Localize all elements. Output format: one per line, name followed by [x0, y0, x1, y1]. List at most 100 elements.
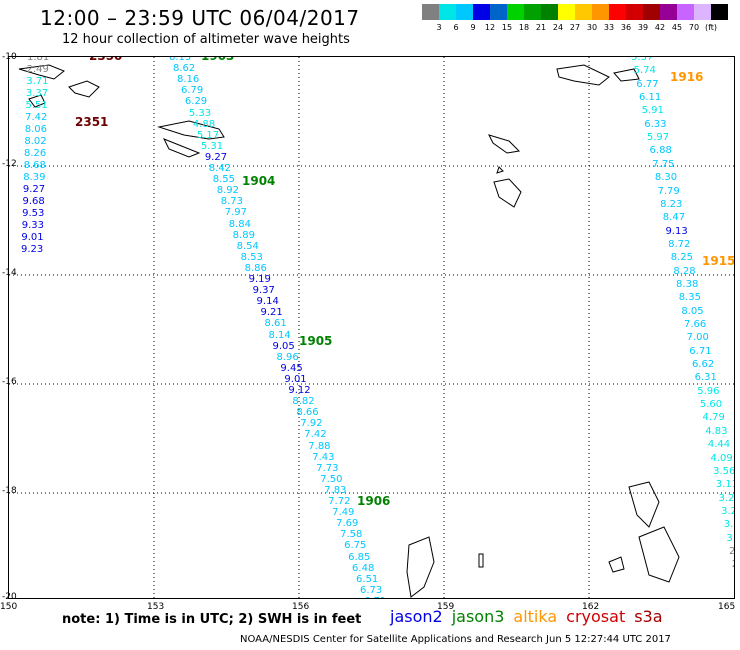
- wave-height-value: 3.21: [734, 574, 735, 584]
- wave-height-value: 5.51: [25, 100, 48, 111]
- colorbar-label: (ft): [704, 23, 718, 32]
- colorbar-swatch: [490, 4, 507, 20]
- wave-height-value: 9.12: [288, 385, 311, 397]
- wave-height-value: 8.62: [172, 63, 196, 75]
- wave-height-value: 8.15: [169, 56, 192, 63]
- satellite-legend: jason2 jason3 altika cryosat s3a: [390, 607, 672, 626]
- wave-height-value: 2.49: [26, 64, 49, 75]
- coastline: [608, 556, 625, 573]
- wave-height-value: 6.11: [638, 92, 662, 104]
- pass-time-label: 1906: [357, 494, 391, 508]
- wave-height-value: 3.24: [718, 492, 735, 504]
- colorbar-label: 36: [620, 23, 632, 32]
- wave-height-value: 8.23: [660, 198, 683, 210]
- wave-height-value: 3.71: [26, 76, 49, 87]
- wave-height-value: 4.83: [705, 425, 728, 437]
- colorbar-label: 30: [586, 23, 598, 32]
- wave-height-value: 2.43: [732, 560, 734, 570]
- wave-height-value: 6.85: [348, 551, 371, 563]
- wave-height-value: 6.33: [644, 118, 667, 130]
- wave-height-value: 5.33: [188, 107, 212, 119]
- wave-height-value: 8.42: [208, 163, 232, 175]
- wave-height-value: 7.69: [336, 518, 359, 530]
- colorbar-swatch: [677, 4, 694, 20]
- colorbar-label: 39: [637, 23, 649, 32]
- wave-height-value: 7.92: [300, 418, 323, 430]
- wave-height-value: 9.13: [665, 225, 688, 237]
- wave-height-value: 8.55: [212, 174, 236, 186]
- wave-height-value: 8.72: [668, 238, 691, 250]
- longitude-tick-label: 153: [147, 602, 165, 612]
- wave-height-value: 9.33: [21, 220, 45, 231]
- wave-height-value: 8.82: [292, 396, 315, 408]
- colorbar-swatch: [660, 4, 677, 20]
- colorbar-swatch: [558, 4, 575, 20]
- wave-height-value: 9.14: [256, 296, 279, 308]
- wave-height-value: 4.88: [192, 118, 216, 130]
- wave-height-value: 6.79: [180, 85, 204, 97]
- colorbar-swatch: [626, 4, 643, 20]
- wave-height-value: 8.39: [23, 172, 46, 183]
- wave-height-value: 6.75: [344, 540, 367, 552]
- wave-height-value: 8.05: [681, 305, 704, 317]
- colorbar-swatch: [439, 4, 456, 20]
- pass-time-label: 1915: [702, 254, 735, 268]
- pass-time-label: 1904: [242, 174, 276, 188]
- latitude-tick-label: -18: [2, 486, 17, 496]
- wave-height-value: 8.47: [662, 212, 686, 224]
- wave-height-value: 8.16: [176, 74, 200, 86]
- chart-subtitle: 12 hour collection of altimeter wave hei…: [62, 32, 350, 47]
- wave-height-value: 8.14: [268, 329, 291, 341]
- latitude-tick-label: -14: [2, 268, 17, 278]
- colorbar-label: 9: [470, 23, 476, 32]
- wave-height-value: 9.68: [22, 196, 45, 207]
- longitude-tick-label: 159: [437, 602, 455, 612]
- wave-height-value: 7.75: [652, 158, 675, 170]
- wave-height-value: 7.72: [328, 496, 351, 508]
- wave-height-value: 6.71: [689, 345, 712, 357]
- wave-height-value: 9.27: [22, 184, 46, 195]
- wave-height-value: 9.19: [248, 274, 271, 286]
- colorbar-label: 12: [484, 23, 496, 32]
- wave-height-value: 8.28: [673, 265, 696, 277]
- colorbar-swatch: [473, 4, 490, 20]
- wave-height-value: 9.53: [22, 208, 45, 219]
- wave-height-value: 3.06: [726, 532, 735, 544]
- latitude-tick-label: -12: [2, 159, 17, 169]
- longitude-tick-label: 162: [582, 602, 600, 612]
- wave-height-value: 9.27: [204, 151, 228, 163]
- wave-height-value: 8.61: [264, 318, 287, 330]
- colorbar-swatch: [711, 4, 728, 20]
- wave-height-value: 8.89: [232, 229, 255, 241]
- wave-height-value: 5.96: [697, 385, 720, 397]
- wave-height-value: 7.58: [340, 529, 363, 541]
- colorbar-swatch: [694, 4, 711, 20]
- wave-height-value: 9.01: [284, 373, 307, 385]
- wave-height-value: 3.37: [25, 88, 49, 99]
- coastline: [28, 94, 46, 108]
- wave-height-value: 5.74: [633, 65, 656, 77]
- wave-height-value: 9.05: [272, 340, 295, 352]
- wave-height-value: 8.92: [216, 185, 240, 197]
- wave-height-value: 4.79: [702, 412, 725, 424]
- colorbar-swatch: [524, 4, 541, 20]
- coastline: [638, 526, 680, 583]
- wave-height-value: 3.29: [721, 505, 734, 517]
- wave-height-value: 8.35: [678, 292, 701, 304]
- wave-height-value: 5.17: [196, 129, 220, 141]
- wave-height-value: 8.02: [24, 136, 47, 147]
- coastline: [162, 138, 201, 158]
- wave-height-value: 8.26: [24, 148, 47, 159]
- wave-height-value: 7.00: [686, 332, 709, 344]
- wave-height-value: 4.09: [710, 452, 733, 464]
- coastline: [556, 64, 610, 86]
- wave-height-value: 9.37: [252, 285, 275, 297]
- wave-height-value: 7.50: [320, 473, 343, 485]
- wave-height-value: 6.51: [356, 573, 379, 585]
- coastline: [157, 120, 225, 140]
- pass-time-label: 1905: [299, 334, 333, 348]
- colorbar-swatch: [422, 4, 439, 20]
- wave-height-value: 8.38: [676, 278, 699, 290]
- wave-height-value: 8.54: [236, 240, 259, 252]
- wave-height-value: 8.68: [23, 160, 46, 171]
